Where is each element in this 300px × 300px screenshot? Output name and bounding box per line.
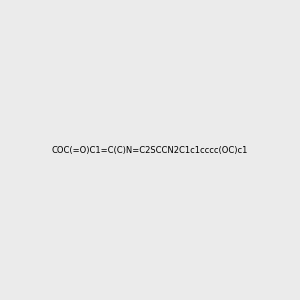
- Text: COC(=O)C1=C(C)N=C2SCCN2C1c1cccc(OC)c1: COC(=O)C1=C(C)N=C2SCCN2C1c1cccc(OC)c1: [52, 146, 248, 154]
